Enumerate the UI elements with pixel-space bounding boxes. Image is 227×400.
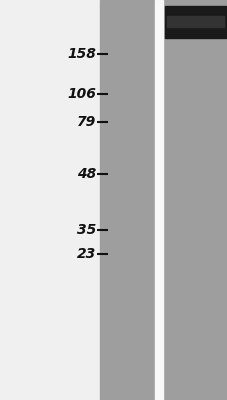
Text: 158: 158	[67, 47, 96, 61]
Bar	[154, 0, 162, 400]
Text: 106: 106	[67, 87, 96, 101]
Bar	[162, 0, 227, 400]
Text: 35: 35	[76, 223, 96, 237]
Bar	[166, 16, 223, 27]
Text: 48: 48	[76, 167, 96, 181]
Bar	[100, 0, 154, 400]
Bar	[164, 6, 225, 38]
Text: 79: 79	[76, 115, 96, 129]
Text: 23: 23	[76, 247, 96, 261]
